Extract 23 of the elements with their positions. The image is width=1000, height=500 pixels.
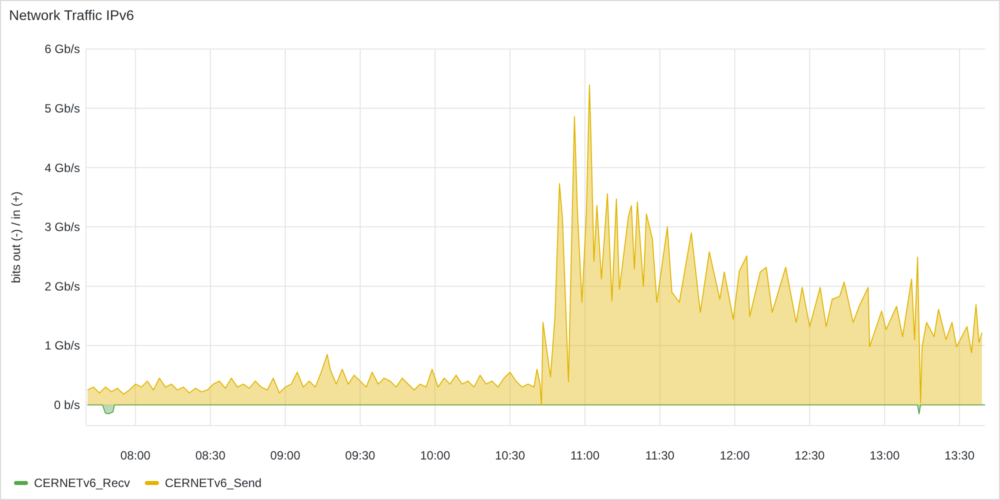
x-tick-label: 11:00 xyxy=(570,448,600,462)
x-tick-label: 08:30 xyxy=(195,448,226,462)
x-tick-label: 12:30 xyxy=(794,448,826,462)
x-tick-label: 10:00 xyxy=(420,448,450,462)
y-tick-label: 3 Gb/s xyxy=(44,220,80,234)
y-tick-label: 1 Gb/s xyxy=(44,338,80,353)
y-tick-label: 2 Gb/s xyxy=(44,279,80,294)
x-tick-label: 13:00 xyxy=(870,448,900,462)
chart-title: Network Traffic IPv6 xyxy=(9,7,134,23)
legend-label: CERNETv6_Recv xyxy=(34,476,130,490)
x-tick-label: 09:00 xyxy=(270,448,301,462)
x-tick-label: 08:00 xyxy=(120,448,151,462)
y-tick-label: 4 Gb/s xyxy=(44,160,80,175)
x-tick-label: 10:30 xyxy=(495,448,526,462)
y-axis-title: bits out (-) / in (+) xyxy=(9,191,23,284)
y-tick-label: 5 Gb/s xyxy=(44,102,80,116)
x-tick-label: 09:30 xyxy=(345,448,376,462)
y-tick-label: 0 b/s xyxy=(54,398,80,412)
x-tick-label: 12:00 xyxy=(720,448,750,462)
y-tick-label: 6 Gb/s xyxy=(44,42,80,56)
legend-label: CERNETv6_Send xyxy=(164,476,262,490)
x-tick-label: 11:30 xyxy=(645,448,675,462)
x-tick-label: 13:30 xyxy=(944,448,975,462)
